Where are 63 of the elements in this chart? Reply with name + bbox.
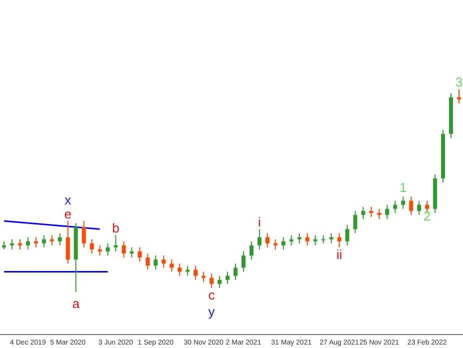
- candlestick: [345, 224, 350, 246]
- candlestick: [194, 265, 198, 280]
- candlestick: [289, 234, 294, 246]
- candlestick: [233, 263, 238, 280]
- candlestick: [50, 234, 54, 246]
- text: y: [208, 304, 216, 319]
- candlestick: [130, 246, 134, 258]
- candlestick: [34, 236, 38, 248]
- annotation: ii: [336, 247, 342, 262]
- text: a: [72, 296, 80, 311]
- candlestick: [170, 259, 174, 272]
- candlestick: [369, 206, 374, 218]
- candlestick: [313, 234, 318, 246]
- candlestick: [417, 200, 422, 216]
- candlestick: [273, 238, 278, 250]
- annotation: e: [64, 206, 72, 222]
- candlestick: [106, 242, 110, 256]
- candlestick: [393, 200, 398, 214]
- annotation: i: [258, 214, 261, 230]
- candlestick: [226, 271, 230, 284]
- candlestick: [162, 255, 166, 268]
- candlestick: [202, 271, 206, 282]
- candlestick: [114, 234, 118, 252]
- candlestick: [249, 240, 254, 260]
- candlestick: [26, 236, 30, 250]
- candlestick: [241, 250, 246, 272]
- candlestick: [401, 196, 406, 210]
- annotation: x: [64, 192, 72, 208]
- candlestick: [90, 238, 94, 254]
- candlestick: [66, 220, 70, 264]
- candlestick: [409, 196, 414, 216]
- candlestick: [329, 232, 334, 244]
- annotation: 1: [400, 180, 407, 196]
- candlestick: [10, 238, 14, 250]
- candlestick: [377, 208, 382, 220]
- candlestick: [361, 206, 366, 220]
- candlestick: [58, 232, 62, 246]
- candlestick: [146, 252, 150, 270]
- candlestick: [154, 255, 158, 270]
- candlestick: [297, 232, 302, 244]
- candlestick: [337, 232, 342, 248]
- candlestick: [210, 273, 214, 288]
- candlestick: [218, 275, 222, 288]
- candlestick: [305, 232, 310, 246]
- annotation: c: [208, 288, 216, 303]
- candlestick: [98, 244, 102, 256]
- annotation: 2: [423, 208, 431, 224]
- candlestick: [265, 232, 270, 248]
- candlestick: [257, 228, 262, 250]
- candlestick: [178, 263, 182, 276]
- candlestick: [138, 246, 142, 262]
- annotation: b: [112, 220, 120, 236]
- candlestick: [18, 238, 22, 250]
- annotation: 3: [455, 74, 463, 90]
- candlestick: [321, 234, 326, 244]
- candlestick: [457, 88, 462, 104]
- candlestick: [186, 265, 190, 276]
- candlestick: [42, 234, 46, 248]
- candlestick: [82, 220, 86, 248]
- candlestick: [385, 204, 390, 220]
- candlestick: [122, 240, 126, 258]
- candlestick: [353, 210, 358, 234]
- candlestick: [281, 236, 286, 250]
